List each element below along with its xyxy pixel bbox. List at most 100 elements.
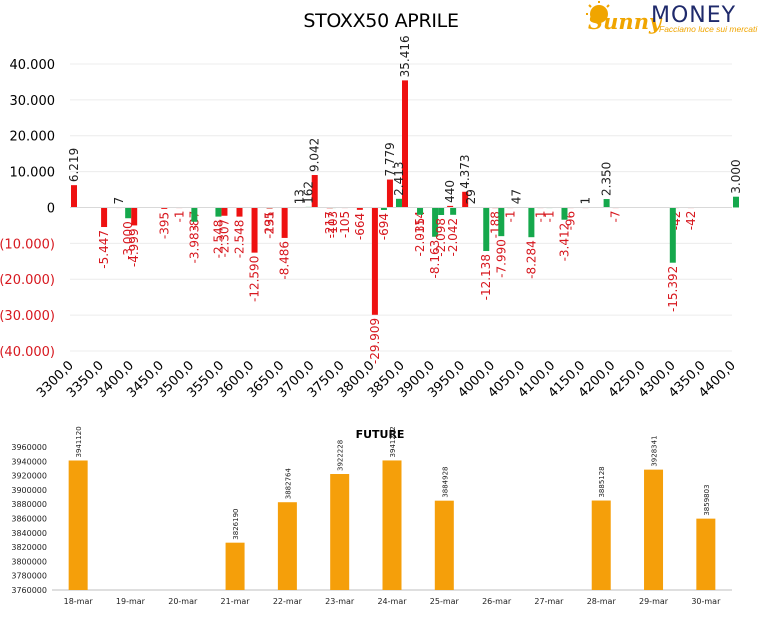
future-bar — [382, 460, 402, 590]
calls-data-label: 35.416 — [398, 35, 412, 77]
future-x-tick-label: 28-mar — [587, 597, 617, 606]
calls-data-label: -12.590 — [248, 256, 262, 302]
puts-data-label: -2.098 — [434, 218, 448, 257]
calls-data-label: -42 — [684, 211, 698, 231]
puts-data-label: -7.990 — [494, 239, 508, 278]
y-tick-label: (10.000) — [0, 237, 55, 252]
future-bar — [696, 518, 716, 590]
future-x-tick-label: 27-mar — [534, 597, 564, 606]
puts-data-label: -12.138 — [479, 254, 493, 300]
y-tick-label: 40.000 — [10, 58, 56, 73]
calls-data-label: 9.042 — [308, 138, 322, 172]
calls-bar — [311, 175, 318, 208]
calls-data-label: -1 — [172, 210, 186, 222]
puts-bar — [417, 207, 424, 215]
future-bar — [225, 542, 245, 590]
puts-data-label: 3.000 — [729, 159, 743, 193]
calls-bar — [386, 179, 393, 208]
puts-data-label: -3.000 — [121, 221, 135, 260]
puts-bar — [125, 207, 132, 219]
calls-data-label: 6.219 — [67, 148, 81, 182]
future-x-tick-label: 25-mar — [430, 597, 460, 606]
future-data-label: 3859803 — [703, 484, 711, 515]
puts-data-label: -1 — [542, 210, 556, 222]
puts-data-label: -15.392 — [666, 266, 680, 312]
y-tick-label: 30.000 — [10, 94, 56, 109]
sun-icon — [590, 5, 608, 23]
future-data-label: 3882764 — [284, 468, 292, 500]
y-tick-label: 20.000 — [10, 130, 56, 145]
calls-data-label: -1 — [533, 210, 547, 222]
puts-data-label: 47 — [509, 189, 523, 204]
calls-data-label: 7.779 — [383, 142, 397, 176]
future-y-tick-label: 3860000 — [11, 515, 47, 524]
puts-data-label: -2.548 — [211, 220, 225, 259]
logo-script-text: Sunny — [588, 9, 663, 34]
future-data-label: 3941202 — [389, 426, 397, 457]
future-data-label: 3928341 — [651, 435, 659, 466]
calls-data-label: -1 — [503, 210, 517, 222]
future-x-tick-label: 26-mar — [482, 597, 512, 606]
calls-data-label: -217 — [323, 211, 337, 238]
puts-data-label: 2.350 — [600, 162, 614, 196]
puts-bar — [561, 207, 568, 220]
puts-bar — [528, 207, 535, 238]
puts-bar — [483, 207, 490, 252]
puts-data-label: -103 — [326, 211, 340, 238]
y-tick-label: (20.000) — [0, 273, 55, 288]
puts-bar — [733, 196, 739, 208]
y-tick-label: (30.000) — [0, 309, 55, 324]
future-x-tick-label: 24-mar — [377, 597, 407, 606]
future-x-tick-label: 18-mar — [64, 597, 94, 606]
puts-bar — [438, 207, 445, 215]
puts-data-label: 162 — [302, 181, 316, 204]
calls-data-label: -29.909 — [368, 318, 382, 364]
future-y-tick-label: 3840000 — [11, 529, 47, 538]
puts-bar — [395, 198, 402, 208]
puts-data-label: 29 — [464, 189, 478, 204]
future-x-tick-label: 21-mar — [221, 597, 251, 606]
calls-bar — [221, 207, 228, 216]
puts-bar — [432, 207, 439, 237]
calls-data-label: -114 — [413, 211, 427, 238]
future-chart-title: FUTURE — [355, 428, 405, 441]
calls-data-label: 4.373 — [458, 154, 472, 188]
future-data-label: 3826190 — [232, 508, 240, 539]
puts-bar — [450, 207, 457, 215]
future-y-tick-label: 3780000 — [11, 572, 47, 581]
calls-data-label: -395 — [157, 212, 171, 239]
future-x-tick-label: 22-mar — [273, 597, 303, 606]
future-bar — [591, 500, 611, 590]
calls-data-label: -295 — [263, 212, 277, 239]
future-x-tick-label: 29-mar — [639, 597, 669, 606]
puts-bar — [191, 207, 198, 222]
future-y-tick-label: 3760000 — [11, 586, 47, 595]
y-tick-label: (40.000) — [0, 345, 55, 360]
puts-data-label: -2.035 — [413, 218, 427, 257]
future-y-tick-label: 3900000 — [11, 486, 47, 495]
y-tick-label: 0 — [47, 201, 55, 216]
calls-bar — [101, 207, 108, 228]
future-bar — [68, 460, 88, 590]
calls-bar — [131, 207, 138, 226]
calls-data-label: 440 — [443, 180, 457, 203]
sun-rays-icon — [586, 1, 610, 15]
calls-data-label: -4.999 — [127, 228, 141, 267]
calls-bar — [402, 80, 408, 208]
future-data-label: 3884928 — [441, 466, 449, 497]
puts-data-label: -3.412 — [557, 223, 571, 262]
future-data-label: 3941120 — [75, 426, 83, 457]
puts-data-label: 2.413 — [392, 161, 406, 195]
calls-bar — [462, 191, 469, 208]
puts-data-label: -8.163 — [428, 240, 442, 279]
future-y-tick-label: 3880000 — [11, 500, 47, 509]
future-x-tick-label: 30-mar — [691, 597, 721, 606]
chart-title: STOXX50 APRILE — [303, 10, 459, 32]
future-data-label: 3885128 — [598, 466, 606, 497]
calls-data-label: 7 — [112, 197, 126, 205]
puts-bar — [215, 207, 222, 217]
y-tick-label: 10.000 — [10, 166, 56, 181]
calls-data-label: -5.447 — [97, 230, 111, 269]
puts-data-label: -694 — [377, 213, 391, 240]
